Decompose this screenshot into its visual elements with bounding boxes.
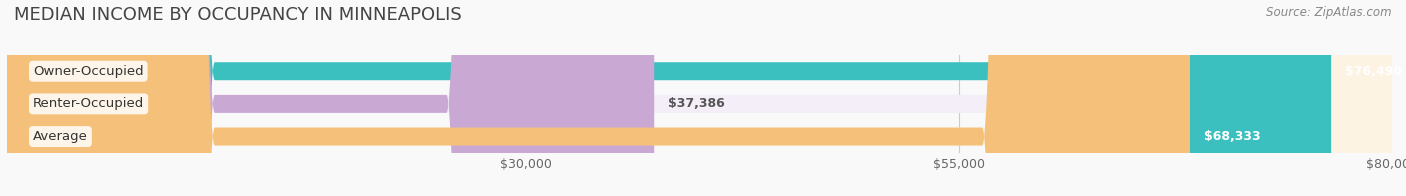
Text: $76,490: $76,490 [1346,65,1402,78]
Text: $68,333: $68,333 [1204,130,1260,143]
FancyBboxPatch shape [7,0,1392,196]
Text: MEDIAN INCOME BY OCCUPANCY IN MINNEAPOLIS: MEDIAN INCOME BY OCCUPANCY IN MINNEAPOLI… [14,6,461,24]
FancyBboxPatch shape [7,0,1331,196]
FancyBboxPatch shape [7,0,1189,196]
FancyBboxPatch shape [7,0,654,196]
FancyBboxPatch shape [7,0,1392,196]
FancyBboxPatch shape [7,0,1392,196]
Text: Source: ZipAtlas.com: Source: ZipAtlas.com [1267,6,1392,19]
Text: $37,386: $37,386 [668,97,725,110]
Text: Owner-Occupied: Owner-Occupied [32,65,143,78]
Text: Average: Average [32,130,87,143]
Text: Renter-Occupied: Renter-Occupied [32,97,145,110]
